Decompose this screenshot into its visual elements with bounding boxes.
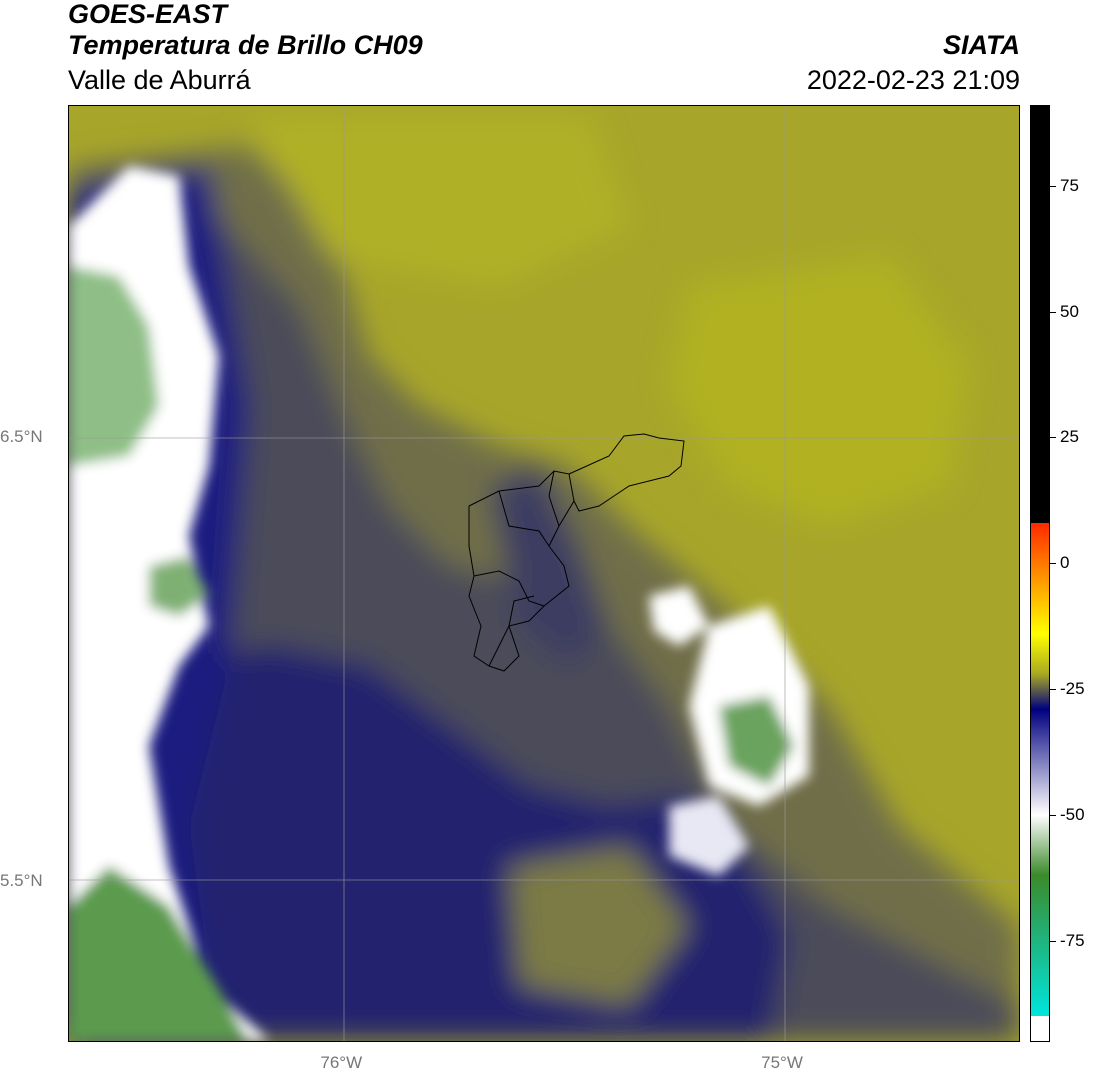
region-title: Valle de Aburrá	[68, 65, 251, 95]
title-right-block: SIATA 2022-02-23 21:09	[807, 28, 1020, 98]
timestamp: 2022-02-23 21:09	[806, 65, 1020, 95]
colorbar-tick-mark	[1050, 185, 1056, 187]
colorbar-tick-label: -50	[1060, 805, 1085, 825]
product-title: Temperatura de Brillo CH09	[68, 30, 423, 60]
colorbar-tick-label: 25	[1060, 427, 1079, 447]
latitude-label: 6.5°N	[0, 427, 43, 447]
satellite-title: GOES-EAST	[68, 0, 228, 29]
map-canvas	[69, 106, 1019, 1041]
municipality-boundaries	[468, 433, 685, 672]
longitude-label: 76°W	[320, 1053, 363, 1072]
colorbar	[1030, 105, 1050, 1042]
title-block: GOES-EAST Temperatura de Brillo CH09 Val…	[68, 0, 423, 98]
cold-cloud-tops	[69, 166, 809, 1041]
colorbar-tick-mark	[1050, 689, 1056, 691]
graticule	[69, 106, 1019, 1041]
colorbar-tick-mark	[1050, 941, 1056, 943]
colorbar-tick-mark	[1050, 437, 1056, 439]
brightness-temperature-map[interactable]	[68, 105, 1020, 1042]
latitude-label: 5.5°N	[0, 871, 43, 891]
colorbar-tick-label: 0	[1060, 553, 1070, 573]
colorbar-tick-mark	[1050, 563, 1056, 565]
colorbar-tick-label: 50	[1060, 301, 1079, 321]
colorbar-tick-label: -75	[1060, 931, 1085, 951]
colorbar-tick-label: 75	[1060, 175, 1079, 195]
colorbar-tick-mark	[1050, 311, 1056, 313]
colorbar-tick-label: -25	[1060, 679, 1085, 699]
longitude-label: 75°W	[761, 1053, 803, 1072]
colorbar-tick-mark	[1050, 815, 1056, 817]
agency-title: SIATA	[943, 30, 1020, 60]
